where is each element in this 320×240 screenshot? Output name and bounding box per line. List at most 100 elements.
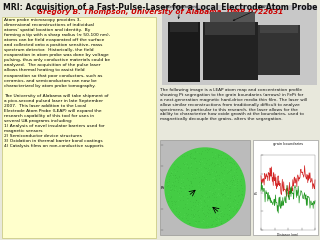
Point [204,166,209,170]
FancyBboxPatch shape [170,22,198,32]
Point [180,185,186,189]
Point [175,180,180,184]
Point [197,180,202,183]
Point [217,215,222,219]
Point [219,210,224,214]
Point [173,175,179,179]
Point [226,170,231,174]
Point [203,178,208,182]
Point [219,160,224,164]
Point [186,166,191,170]
Point [190,197,195,201]
Point [188,179,193,182]
Point [224,203,229,206]
Point [188,163,194,167]
Point [226,208,231,212]
Point [200,182,205,186]
Point [204,214,209,218]
Point [235,182,240,186]
Point [213,177,218,181]
Point [206,212,211,216]
Point [198,157,203,161]
Point [193,166,198,170]
Point [181,185,187,188]
Point [232,184,237,188]
Point [202,165,207,169]
Point [217,217,222,221]
Point [201,209,206,213]
Point [180,161,185,165]
Point [222,206,228,210]
Point [232,169,237,173]
Point [235,194,240,198]
Point [213,217,218,221]
Point [209,209,214,212]
Point [212,224,217,228]
Point [220,151,226,155]
Point [202,198,207,202]
Point [229,174,235,178]
Point [192,214,197,218]
Point [187,190,192,194]
Point [198,169,204,173]
Point [197,205,203,209]
Point [196,219,201,223]
Point [198,220,203,223]
Point [199,177,204,180]
Point [188,154,193,158]
Point [214,222,220,226]
Point [191,157,196,161]
Point [209,176,214,180]
Point [184,196,189,199]
Point [207,207,212,210]
Point [216,219,221,223]
FancyBboxPatch shape [168,22,200,82]
Point [185,208,190,211]
Point [204,195,209,198]
Point [191,212,196,216]
Point [192,155,197,158]
Point [187,186,192,190]
Point [172,162,177,166]
FancyBboxPatch shape [157,2,319,215]
Point [188,215,193,219]
Point [195,166,200,170]
Point [198,152,204,156]
Point [202,175,207,179]
Point [208,223,213,227]
Point [206,188,212,192]
Point [177,210,182,214]
Point [184,164,189,168]
Point [214,159,220,162]
Point [168,188,173,192]
Point [200,174,205,178]
FancyBboxPatch shape [210,12,255,22]
Point [175,178,180,182]
Point [176,204,181,208]
Point [170,180,175,184]
Point [218,214,223,217]
Point [190,156,196,160]
Point [184,193,189,197]
Point [202,212,207,216]
Point [226,207,231,211]
Point [210,219,215,223]
Point [212,161,217,165]
Point [223,178,228,182]
Point [234,201,239,205]
Point [207,166,212,169]
Point [202,193,207,197]
Circle shape [165,148,245,228]
Point [208,167,213,171]
Point [184,202,189,205]
Point [205,224,210,228]
Point [240,196,245,200]
Point [179,214,184,218]
Point [239,192,244,196]
Point [195,188,200,192]
Point [185,207,190,211]
Point [175,189,180,193]
Point [181,155,187,158]
Point [207,179,212,182]
Point [168,195,173,199]
